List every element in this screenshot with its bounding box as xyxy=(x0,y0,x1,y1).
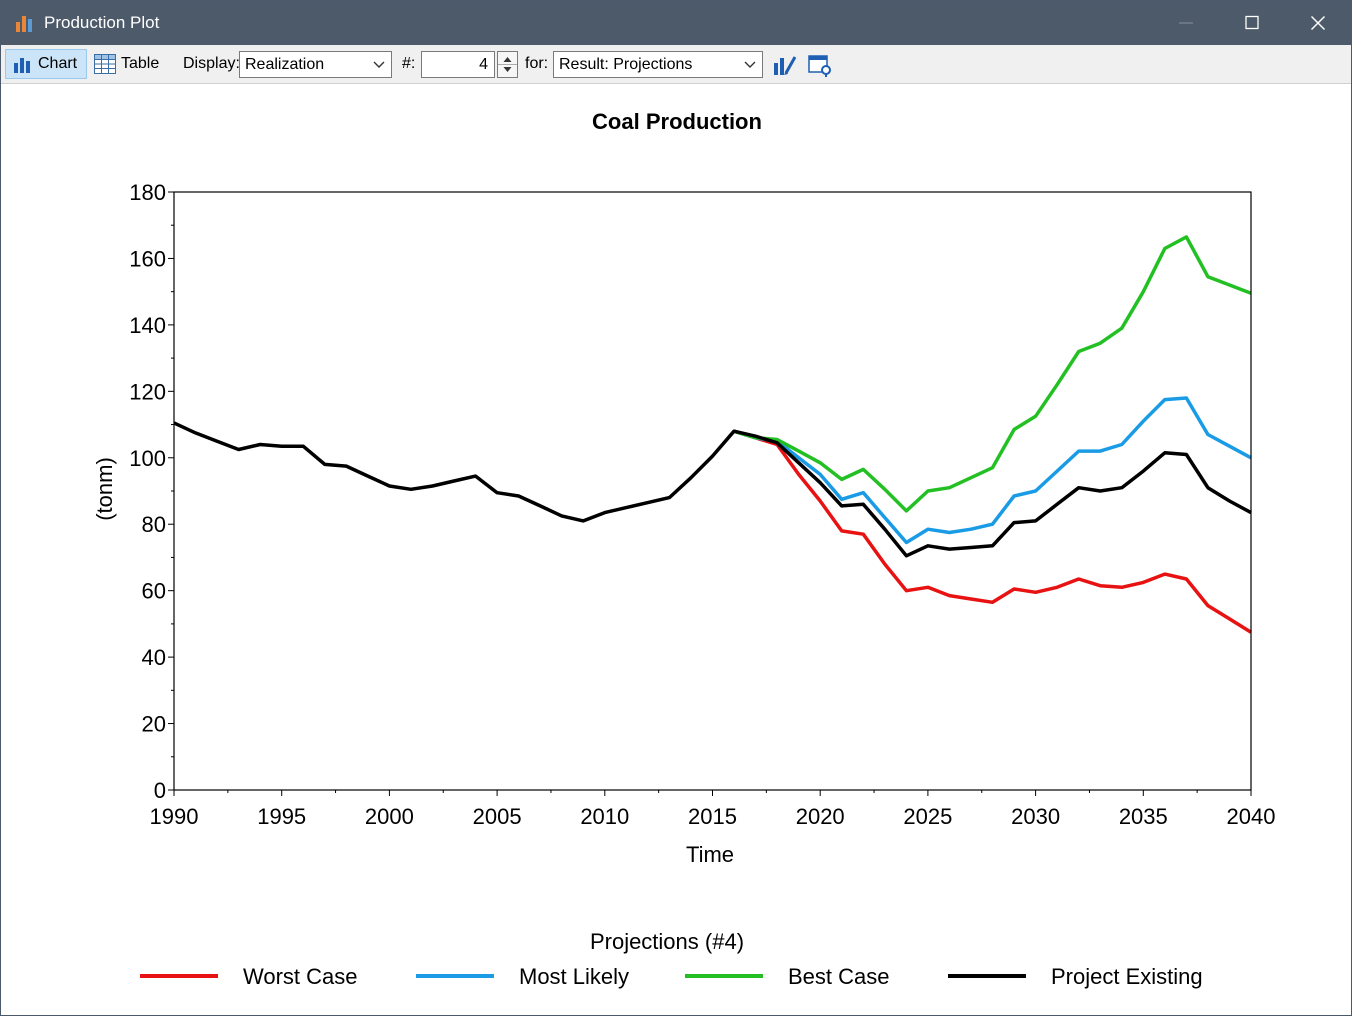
y-tick-label: 80 xyxy=(142,512,166,537)
x-tick-label: 2000 xyxy=(365,804,414,829)
legend-label: Project Existing xyxy=(1051,964,1203,989)
chevron-down-icon xyxy=(373,61,385,68)
y-tick-label: 40 xyxy=(142,645,166,670)
x-tick-label: 2035 xyxy=(1119,804,1168,829)
chart-app-icon xyxy=(15,13,35,33)
x-tick-label: 2005 xyxy=(473,804,522,829)
y-tick-label: 0 xyxy=(154,778,166,803)
table-icon xyxy=(94,54,116,74)
chevron-down-icon xyxy=(744,61,756,68)
spinner-arrows-icon xyxy=(498,57,517,72)
minimize-button[interactable] xyxy=(1153,1,1219,45)
chart-view-label: Chart xyxy=(38,55,78,72)
x-tick-label: 2040 xyxy=(1227,804,1276,829)
y-axis-label: (tonm) xyxy=(92,457,117,521)
toolbar: Chart Table Display: Realization #: 4 xyxy=(1,45,1351,84)
x-tick-label: 2025 xyxy=(903,804,952,829)
x-tick-label: 2015 xyxy=(688,804,737,829)
x-tick-label: 2030 xyxy=(1011,804,1060,829)
legend-title: Projections (#4) xyxy=(590,929,744,954)
realization-spinner[interactable] xyxy=(497,51,518,78)
y-tick-label: 180 xyxy=(129,180,166,205)
display-dropdown[interactable]: Realization xyxy=(239,51,392,78)
display-value: Realization xyxy=(245,56,325,73)
for-label: for: xyxy=(525,55,549,72)
series-line-best-case xyxy=(733,235,1252,513)
y-tick-label: 140 xyxy=(129,313,166,338)
x-tick-label: 1990 xyxy=(150,804,199,829)
y-tick-label: 60 xyxy=(142,579,166,604)
coal-production-chart: Coal Production 020406080100120140160180… xyxy=(92,109,1276,989)
legend-label: Most Likely xyxy=(519,964,629,989)
maximize-icon xyxy=(1245,15,1259,30)
chart-title: Coal Production xyxy=(592,109,762,134)
realization-number-input[interactable]: 4 xyxy=(421,51,495,78)
close-icon xyxy=(1311,16,1325,30)
y-tick-label: 20 xyxy=(142,712,166,737)
display-label: Display: xyxy=(183,55,240,72)
realization-number-value: 4 xyxy=(479,56,488,73)
legend-label: Worst Case xyxy=(243,964,358,989)
chart-properties-icon[interactable] xyxy=(772,53,798,77)
legend: Worst Case Most Likely Best Case Project Ex… xyxy=(140,964,1203,989)
bar-chart-icon xyxy=(14,58,30,73)
y-tick-label: 160 xyxy=(129,246,166,271)
number-label: #: xyxy=(402,55,416,72)
series-line-worst-case xyxy=(733,429,1252,634)
table-view-button[interactable]: Table xyxy=(91,49,163,79)
x-axis-label: Time xyxy=(686,842,734,867)
minimize-icon xyxy=(1179,22,1193,24)
chart-area: Coal Production 0 20 40 60 80 100 120 140 160 180… xyxy=(1,84,1351,1015)
window-title: Production Plot xyxy=(44,13,160,32)
y-tick-label: 120 xyxy=(129,379,166,404)
y-tick-label: 100 xyxy=(129,446,166,471)
x-tick-label: 1995 xyxy=(257,804,306,829)
series-line-project-existing xyxy=(173,421,1252,558)
x-tick-label: 2010 xyxy=(580,804,629,829)
close-button[interactable] xyxy=(1285,1,1351,45)
result-value: Result: Projections xyxy=(559,56,693,73)
chart-view-button[interactable]: Chart xyxy=(5,49,87,79)
maximize-button[interactable] xyxy=(1219,1,1285,45)
x-tick-label: 2020 xyxy=(796,804,845,829)
title-bar[interactable]: Production Plot xyxy=(1,1,1351,45)
series-line-most-likely xyxy=(733,396,1252,545)
settings-icon[interactable] xyxy=(807,53,833,77)
table-view-label: Table xyxy=(121,55,160,72)
legend-label: Best Case xyxy=(788,964,890,989)
result-dropdown[interactable]: Result: Projections xyxy=(553,51,763,78)
